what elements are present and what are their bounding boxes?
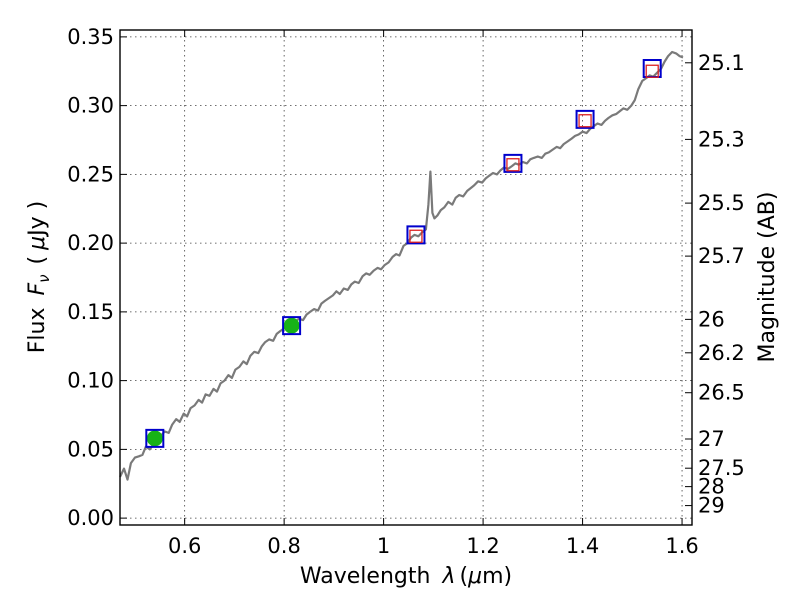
photometry-circle-marker (283, 317, 300, 334)
y2-tick-label: 26.2 (698, 341, 745, 365)
y2-tick-label: 25.1 (698, 51, 745, 75)
y-tick-label: 0.15 (67, 300, 114, 324)
y2-tick-label: 27 (698, 427, 725, 451)
y2-tick-label: 25.7 (698, 244, 745, 268)
x-axis-label: Wavelength λ (μm) (300, 564, 512, 589)
y2-tick-label: 25.5 (698, 191, 745, 215)
photometry-markers (145, 59, 662, 448)
model-square-marker (578, 114, 592, 128)
y-tick-label: 0.10 (67, 369, 114, 393)
y-tick-label: 0.05 (67, 437, 114, 461)
x-tick-label: 0.6 (168, 534, 201, 558)
spectrum-line (119, 50, 684, 481)
y2-tick-label: 25.3 (698, 127, 745, 151)
spectrum (119, 50, 684, 481)
photometry-square-marker (575, 109, 595, 129)
model-square-marker (506, 158, 520, 172)
x-tick-label: 1.2 (466, 534, 499, 558)
model-square-marker (409, 229, 423, 243)
y2-tick-label: 27.5 (698, 456, 745, 480)
x-tick-label: 1.4 (566, 534, 599, 558)
photometry-square-marker (503, 153, 523, 173)
y2-tick-label: 26.5 (698, 381, 745, 405)
y-tick-label: 0.30 (67, 94, 114, 118)
y-axis-label: FluxFν(μJy ) (25, 201, 53, 353)
photometry-square-marker (406, 225, 426, 245)
photometry-square-marker (282, 316, 302, 336)
axis-ticks: 0.6 0.8 1 1.2 1.4 1.6 0.00 0.05 0.10 0.15 0.20 0.25… (67, 25, 745, 558)
y-tick-label: 0.25 (67, 162, 114, 186)
y2-tick-label: 29 (698, 494, 725, 518)
y2-axis-label: Magnitude (AB) (755, 192, 780, 363)
y2-tick-label: 28 (698, 475, 725, 499)
photometry-square-marker (145, 428, 165, 448)
x-tick-label: 0.8 (267, 534, 300, 558)
x-tick-label: 1.6 (665, 534, 698, 558)
y-tick-label: 0.20 (67, 231, 114, 255)
model-square-marker (645, 64, 659, 78)
y2-tick-label: 26 (698, 307, 725, 331)
grid (120, 30, 692, 525)
y-tick-label: 0.35 (67, 25, 114, 49)
plot-frame (119, 29, 693, 526)
x-tick-label: 1 (377, 534, 390, 558)
y-tick-label: 0.00 (67, 506, 114, 530)
photometry-circle-marker (146, 430, 163, 447)
